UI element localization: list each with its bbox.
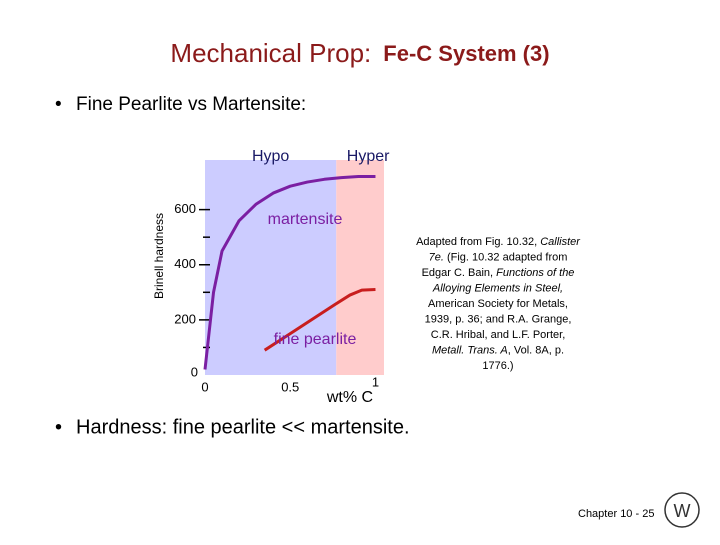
series-line [263,288,376,352]
region-label: Hyper [347,148,390,165]
citation-part: Functions of the [496,267,574,279]
series-line [203,175,376,370]
citation-line: Adapted from Fig. 10.32, Callister [416,236,581,248]
citation-part: Adapted from Fig. 10.32, [416,236,540,248]
logo: W [664,492,700,528]
footer: Chapter 10 - 25 [578,508,654,520]
citation-line: 1776.) [482,360,513,372]
y-tick-label: 600 [174,201,196,216]
title-sub: Fe-C System (3) [383,41,549,66]
title: Mechanical Prop: Fe-C System (3) [170,38,549,68]
y-axis-label: Brinell hardness [152,213,166,299]
citation-part: , Vol. 8A, p. [508,344,564,356]
citation-line: Alloying Elements in Steel, [432,282,563,294]
citation-part: 1939, p. 36; and R.A. Grange, [425,313,572,325]
citation-part: C.R. Hribal, and L.F. Porter, [431,329,566,341]
y-tick-label: 200 [174,311,196,326]
citation-line: 7e. (Fig. 10.32 adapted from [429,251,568,263]
citation-part: Callister [540,236,581,248]
bullet-dot: • [55,416,62,438]
citation-part: Metall. Trans. A [432,344,508,356]
bullet: Hardness: fine pearlite << martensite. [76,416,410,438]
svg-text:W: W [674,501,691,521]
citation-line: Metall. Trans. A, Vol. 8A, p. [432,344,564,356]
citation-line: Edgar C. Bain, Functions of the [422,267,575,279]
citation-part: Edgar C. Bain, [422,267,497,279]
citation-part: (Fig. 10.32 adapted from [444,251,568,263]
bullet: Fine Pearlite vs Martensite: [76,94,306,115]
citation-line: 1939, p. 36; and R.A. Grange, [425,313,572,325]
citation-part: Alloying Elements in Steel, [432,282,563,294]
y-tick-label: 0 [191,364,198,379]
x-tick-label: 0 [201,379,208,394]
region-label: Hypo [252,148,289,165]
chart: Hypo Hyper 0 200 400 600 0 0.5 1 Brinell hardness… [152,148,390,406]
citation-part: 7e. [429,251,444,263]
x-tick-label: 0.5 [281,379,299,394]
x-tick-label: 1 [372,374,379,389]
title-main: Mechanical Prop: [170,38,371,68]
citation-part: American Society for Metals, [428,298,568,310]
y-tick-label: 400 [174,256,196,271]
citation-part: 1776.) [482,360,513,372]
series-label: fine pearlite [274,331,357,348]
citation-line: American Society for Metals, [428,298,568,310]
series-label: martensite [268,211,343,228]
bullet-dot: • [55,94,62,115]
x-axis-label: wt% C [326,389,373,406]
citation-line: C.R. Hribal, and L.F. Porter, [431,329,566,341]
region [336,160,384,375]
